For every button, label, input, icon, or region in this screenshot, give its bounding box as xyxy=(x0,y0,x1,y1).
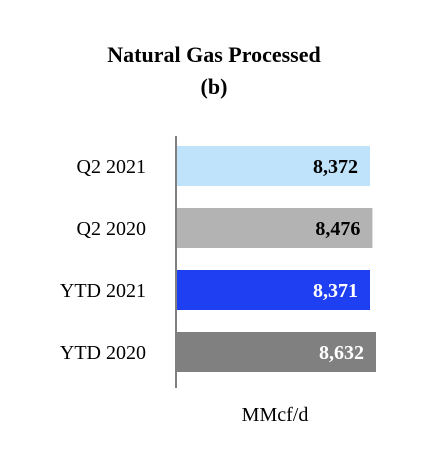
bar-1 xyxy=(177,208,373,248)
value-label-3: 8,632 xyxy=(319,342,364,364)
category-label-3: YTD 2020 xyxy=(60,342,146,364)
category-label-0: Q2 2021 xyxy=(77,156,146,178)
value-label-2: 8,371 xyxy=(313,280,358,302)
bar-2 xyxy=(177,270,370,310)
chart-title: Natural Gas Processed xyxy=(107,42,320,67)
value-label-1: 8,476 xyxy=(315,218,360,240)
bar-3 xyxy=(177,332,376,372)
category-label-1: Q2 2020 xyxy=(77,218,146,240)
category-label-2: YTD 2021 xyxy=(60,280,146,302)
bar-0 xyxy=(177,146,370,186)
chart-subtitle: (b) xyxy=(201,74,228,99)
bars-layer: Q2 2021 8,372 Q2 2020 8,476 YTD 2021 8,371 YTD… xyxy=(60,146,376,372)
value-label-0: 8,372 xyxy=(313,156,358,178)
x-axis-label: MMcf/d xyxy=(242,404,309,426)
